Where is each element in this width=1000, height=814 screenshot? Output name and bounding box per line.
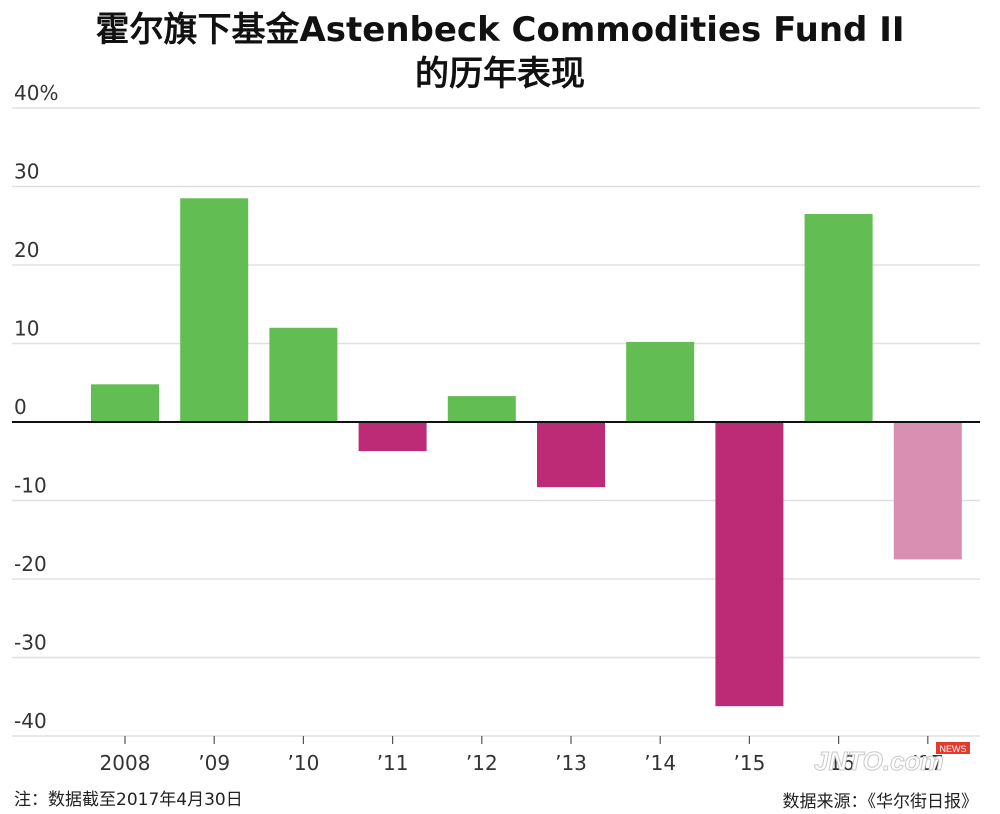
bar-5 xyxy=(537,422,605,488)
x-tick-label: ’11 xyxy=(377,751,409,775)
bar-2 xyxy=(269,327,338,422)
y-tick-label: 20 xyxy=(14,238,39,262)
y-tick-label: 0 xyxy=(14,395,27,419)
footnote: 注：数据截至2017年4月30日 xyxy=(14,790,243,810)
y-tick-label: -40 xyxy=(14,709,47,733)
y-tick-label: 10 xyxy=(14,317,39,341)
bar-7 xyxy=(715,422,784,707)
x-tick-label: ’14 xyxy=(644,751,676,775)
bar-8 xyxy=(804,213,873,422)
title-line-2: 的历年表现 xyxy=(415,54,585,94)
watermark-badge-bg xyxy=(936,742,970,754)
bar-3 xyxy=(358,422,427,452)
watermark-logo: JNTO.com NEWS xyxy=(814,742,970,777)
bar-1 xyxy=(180,198,249,422)
x-tick-label: ’12 xyxy=(466,751,498,775)
y-tick-label: 30 xyxy=(14,160,39,184)
y-tick-label: 40% xyxy=(14,81,58,105)
y-axis-ticks: 40% 30 20 10 0 -10 -20 -30 -40 xyxy=(14,81,58,733)
x-tick-label: ’15 xyxy=(733,751,765,775)
bar-9 xyxy=(893,422,962,560)
y-tick-label: -30 xyxy=(14,631,47,655)
y-tick-label: -10 xyxy=(14,474,47,498)
source-note: 数据来源：《华尔街日报》 xyxy=(782,792,979,812)
bars xyxy=(91,198,962,707)
bar-6 xyxy=(626,341,695,422)
chart-title: 霍尔旗下基金Astenbeck Commodities Fund II 的历年表… xyxy=(0,8,1000,96)
x-tick-label: ’16 xyxy=(823,751,855,775)
x-tick-label: 2008 xyxy=(100,751,151,775)
x-tick-label: ’17 xyxy=(912,751,944,775)
x-axis-ticks: 2008 ’09 ’10 ’11 ’12 ’13 ’14 ’15 ’16 ’17 xyxy=(100,736,944,775)
y-tick-label: -20 xyxy=(14,552,47,576)
watermark-text: JNTO.com xyxy=(814,746,944,776)
bar-4 xyxy=(447,396,516,422)
x-tick-label: ’10 xyxy=(287,751,319,775)
x-tick-label: ’09 xyxy=(198,751,230,775)
x-tick-label: ’13 xyxy=(555,751,587,775)
watermark-badge: NEWS xyxy=(940,744,967,754)
title-line-1: 霍尔旗下基金Astenbeck Commodities Fund II xyxy=(95,10,905,50)
bar-0 xyxy=(91,384,159,422)
